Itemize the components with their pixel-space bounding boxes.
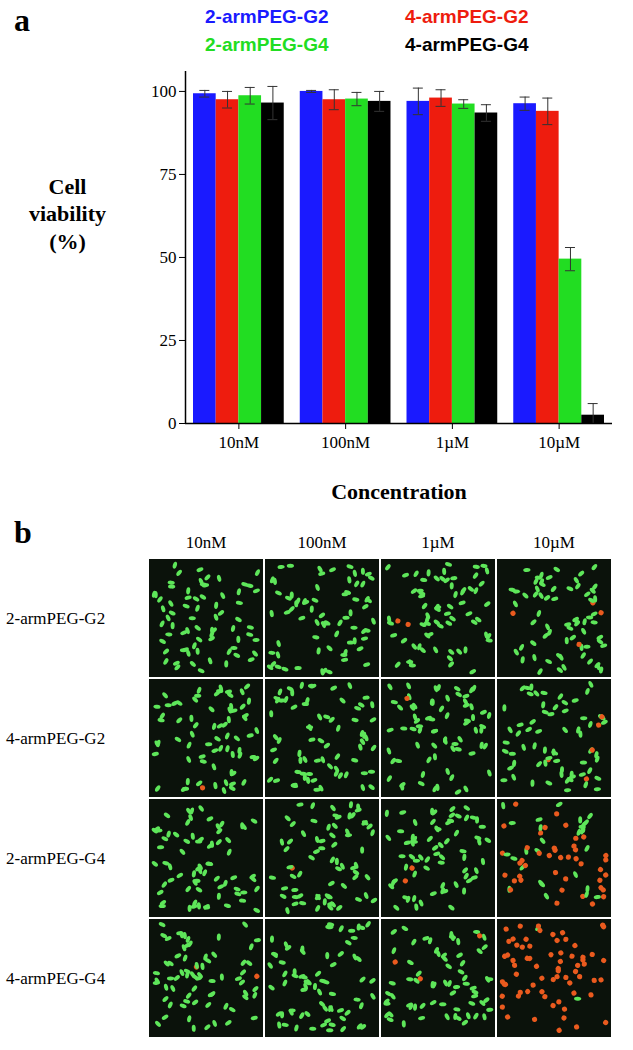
svg-text:Cellviability(%): Cellviability(%) bbox=[29, 174, 106, 254]
html-text:a: a bbox=[14, 2, 30, 38]
svg-text:50: 50 bbox=[160, 248, 177, 267]
svg-text:0: 0 bbox=[168, 414, 177, 433]
html-text:2-armPEG-G4: 2-armPEG-G4 bbox=[205, 34, 329, 55]
svg-text:1µM: 1µM bbox=[436, 433, 469, 452]
svg-text:b: b bbox=[14, 514, 32, 550]
svg-text:4-armPEG-G2: 4-armPEG-G2 bbox=[6, 729, 105, 748]
svg-text:75: 75 bbox=[160, 165, 177, 184]
svg-text:Concentration: Concentration bbox=[331, 479, 467, 504]
svg-text:10nM: 10nM bbox=[186, 533, 227, 552]
svg-text:2-armPEG-G4: 2-armPEG-G4 bbox=[6, 849, 106, 868]
svg-text:2-armPEG-G2: 2-armPEG-G2 bbox=[6, 609, 105, 628]
svg-text:4-armPEG-G4: 4-armPEG-G4 bbox=[6, 969, 106, 988]
svg-text:100: 100 bbox=[151, 82, 177, 101]
svg-text:25: 25 bbox=[160, 331, 177, 350]
html-text:2-armPEG-G2: 2-armPEG-G2 bbox=[205, 6, 329, 27]
svg-text:10µM: 10µM bbox=[538, 433, 580, 452]
html-text:4-armPEG-G4: 4-armPEG-G4 bbox=[405, 34, 529, 55]
svg-text:10nM: 10nM bbox=[219, 433, 260, 452]
svg-text:100nM: 100nM bbox=[297, 533, 346, 552]
html-text:4-armPEG-G2: 4-armPEG-G2 bbox=[405, 6, 529, 27]
svg-text:1µM: 1µM bbox=[421, 533, 454, 552]
svg-text:10µM: 10µM bbox=[533, 533, 575, 552]
svg-text:100nM: 100nM bbox=[321, 433, 370, 452]
